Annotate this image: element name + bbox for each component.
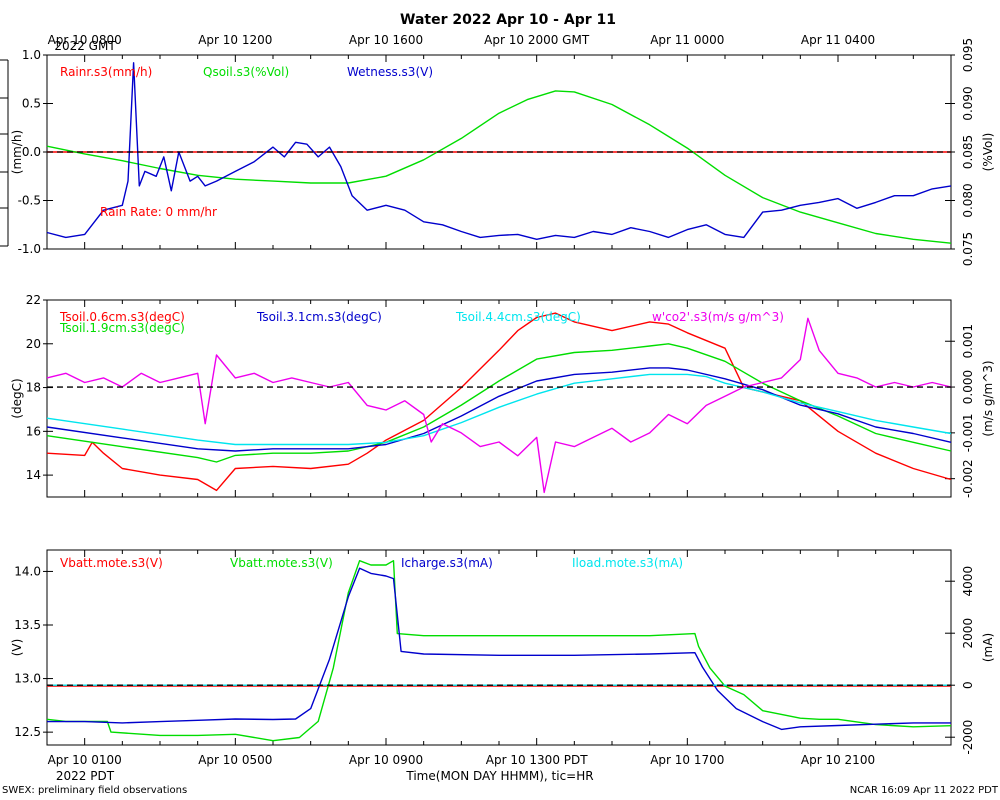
y-tick-label-left: 13.5 [14,618,41,632]
bottom-axis-title: Time(MON DAY HHMM), tic=HR [405,769,593,783]
legend-wetness: Wetness.s3(V) [347,65,433,79]
series-line-tsoil-3-1cm-s3-degc [46,367,952,452]
footer-left: SWEX: preliminary field observations [2,785,187,796]
y-tick-label-right: 4000 [961,566,975,597]
y-axis-title-right: (m/s g/m^3) [981,360,995,436]
legend-tsoil-4-4: Tsoil.4.4cm.s3(degC) [455,310,581,324]
y-tick-label-right: 0 [961,681,975,689]
rain-rate-annotation: Rain Rate: 0 mm/hr [100,205,217,219]
y-tick-label-right: 0.000 [961,370,975,404]
footer-right: NCAR 16:09 Apr 11 2022 PDT [850,785,999,796]
legend-rainr: Rainr.s3(mm/h) [60,65,152,79]
y-tick-label-left: -1.0 [18,242,41,256]
y-tick-label-left: 0.5 [22,97,41,111]
top-axis-label: Apr 10 1200 [198,33,272,47]
y-tick-label-left: 13.0 [14,672,41,686]
legend-vbatt-red: Vbatt.mote.s3(V) [60,556,163,570]
y-tick-label-left: 22 [26,293,41,307]
bottom-axis-label: Apr 10 0100 [48,753,122,767]
y-tick-label-left: 12.5 [14,725,41,739]
series-line-wetness-s3-v [46,62,952,241]
y-tick-label-right: 0.080 [961,183,975,217]
series-line-vbatt-mote-s3-v [46,560,952,742]
y-tick-label-right: 0.085 [961,135,975,169]
y-tick-label-left: 16 [26,424,41,438]
y-tick-label-right: 2000 [961,618,975,649]
top-axis-label: Apr 10 2000 GMT [484,33,590,47]
y-axis-title-right: (mA) [981,633,995,662]
y-tick-label-right: 0.075 [961,232,975,266]
series-line-tsoil-4-4cm-s3-degc [46,373,952,446]
y-tick-label-right: 0.095 [961,38,975,72]
legend-tsoil-1-9: Tsoil.1.9cm.s3(degC) [59,321,185,335]
y-tick-label-right: 0.090 [961,86,975,120]
panel-power: 12.5 13.0 13.5 14.0 -2000 0 2000 4000 (V) (mA) [10,549,995,755]
legend-vbatt-green: Vbatt.mote.s3(V) [230,556,333,570]
bottom-axis-label: Apr 10 1300 PDT [486,753,588,767]
series-line-tsoil-1-9cm-s3-degc [46,343,952,463]
legend-wco2: w'co2'.s3(m/s g/m^3) [652,310,784,324]
top-time-axis: Apr 10 0800 Apr 10 1200 Apr 10 1600 Apr 10 … [48,33,876,47]
bottom-axis-label: Apr 10 2100 [801,753,875,767]
y-tick-label-left: 20 [26,337,41,351]
legend-qsoil: Qsoil.s3(%Vol) [203,65,289,79]
legend-tsoil-0-6: Tsoil.0.6cm.s3(degC) [59,310,185,324]
y-tick-label-right: -0.001 [961,414,975,453]
panel-water: -1.0 -0.5 0.0 0.5 1.0 0.075 0.080 0.085 0.090 0.0… [0,38,995,266]
y-tick-label-right: 0.001 [961,324,975,358]
y-axis-title-left: (V) [10,639,24,657]
chart-title: Water 2022 Apr 10 - Apr 11 [400,12,616,28]
series-line-icharge-s3-ma [47,567,951,731]
plot-frame [46,549,952,746]
bottom-time-axis: Apr 10 0100 Apr 10 0500 Apr 10 0900 Apr 10 … [48,753,876,767]
top-axis-sublabel: 2022 GMT [54,39,116,53]
top-axis-label: Apr 11 0000 [650,33,724,47]
y-tick-label-right: -2000 [961,720,975,755]
y-tick-label-left: 0.0 [22,145,41,159]
y-tick-label-left: 14.0 [14,564,41,578]
top-axis-label: Apr 10 0800 [48,33,122,47]
bottom-axis-label: Apr 10 0900 [349,753,423,767]
legend-icharge: Icharge.s3(mA) [401,556,493,570]
y-tick-label-left: 14 [26,468,41,482]
y-tick-label-left: 18 [26,381,41,395]
bottom-axis-label: Apr 10 1700 [650,753,724,767]
bottom-axis-label: Apr 10 0500 [198,753,272,767]
bottom-axis-sublabel: 2022 PDT [56,769,115,783]
legend-tsoil-3-1: Tsoil.3.1cm.s3(degC) [256,310,382,324]
y-tick-label-left: -0.5 [18,194,41,208]
legend-iload: Iload.mote.s3(mA) [572,556,683,570]
top-axis-label: Apr 11 0400 [801,33,875,47]
y-tick-label-left: 1.0 [22,48,41,62]
series-line-qsoil-s3-vol [46,90,952,244]
panel-soil-temperature: 14 16 18 20 22 -0.002 -0.001 0.000 0.001 (degC) (m… [10,293,995,498]
top-axis-label: Apr 10 1600 [349,33,423,47]
y-axis-title-left: (degC) [10,378,24,418]
y-axis-title-left: (mm/h) [10,130,24,174]
series-line-w-co2-s3-m-s-g-m-3 [46,317,952,494]
y-axis-title-right: (%Vol) [981,133,995,172]
y-tick-label-right: -0.002 [961,459,975,498]
